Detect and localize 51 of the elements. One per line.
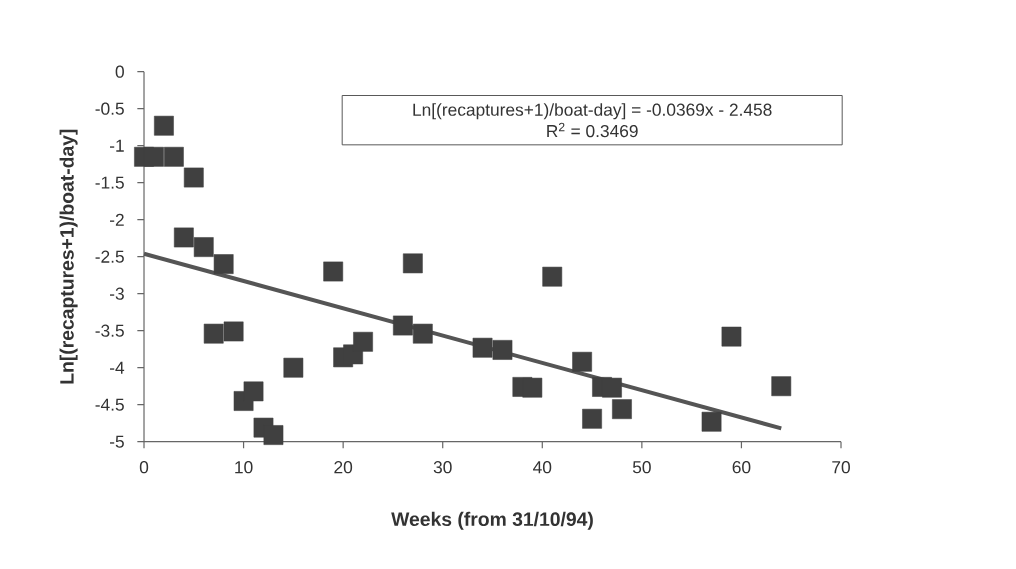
point (771, 376, 792, 397)
x-tick-label: 70 (832, 461, 850, 474)
y-tick-label: -2 (109, 213, 124, 226)
point (213, 254, 234, 274)
point (522, 377, 543, 398)
point (602, 377, 622, 398)
point (492, 340, 513, 360)
point (542, 266, 563, 287)
x-tick-label: 0 (139, 461, 149, 474)
point (243, 381, 264, 402)
y-tick-label: -4.5 (95, 398, 124, 411)
point (353, 331, 373, 352)
point (572, 351, 592, 372)
y-tick-label: -0.5 (95, 102, 124, 115)
x-tick-label: 20 (334, 461, 353, 474)
point (223, 321, 244, 342)
point (402, 253, 423, 274)
y-tick-label: -1 (109, 139, 124, 152)
point (183, 167, 204, 188)
x-axis-title: Weeks (from 31/10/94) (391, 511, 593, 530)
point (582, 408, 602, 429)
point (721, 326, 742, 347)
x-tick-label: 30 (433, 461, 452, 474)
point (393, 315, 413, 336)
y-tick-label: -3.5 (95, 324, 124, 337)
y-tick-label: -1.5 (95, 176, 124, 189)
y-tick-label: -2.5 (95, 250, 124, 263)
point (283, 357, 304, 378)
annotation: R$^{2}$ = 0.3469 (547, 122, 638, 138)
annotation: Ln[(recaptures+1)/boat-day] = -0.0369x - 2.458 (413, 103, 772, 120)
point (144, 146, 164, 167)
x-tick-label: 10 (235, 461, 253, 474)
point (154, 115, 174, 136)
point (203, 323, 224, 344)
x-tick-label: 50 (632, 461, 651, 474)
point (701, 411, 722, 432)
x-tick-label: 40 (533, 461, 552, 474)
point (412, 323, 433, 344)
point (612, 399, 632, 420)
point (263, 425, 284, 445)
y-axis-title: Ln[(recaptures+1)/boat-day] (59, 129, 78, 384)
point (164, 146, 184, 167)
y-tick-label: 0 (115, 65, 124, 78)
point (323, 261, 344, 282)
x-tick-label: 60 (732, 461, 751, 474)
y-tick-label: -3 (109, 287, 124, 300)
point (472, 337, 493, 358)
point (193, 237, 214, 257)
y-tick-label: -5 (109, 435, 124, 448)
y-tick-label: -4 (109, 361, 125, 374)
point (173, 227, 194, 248)
